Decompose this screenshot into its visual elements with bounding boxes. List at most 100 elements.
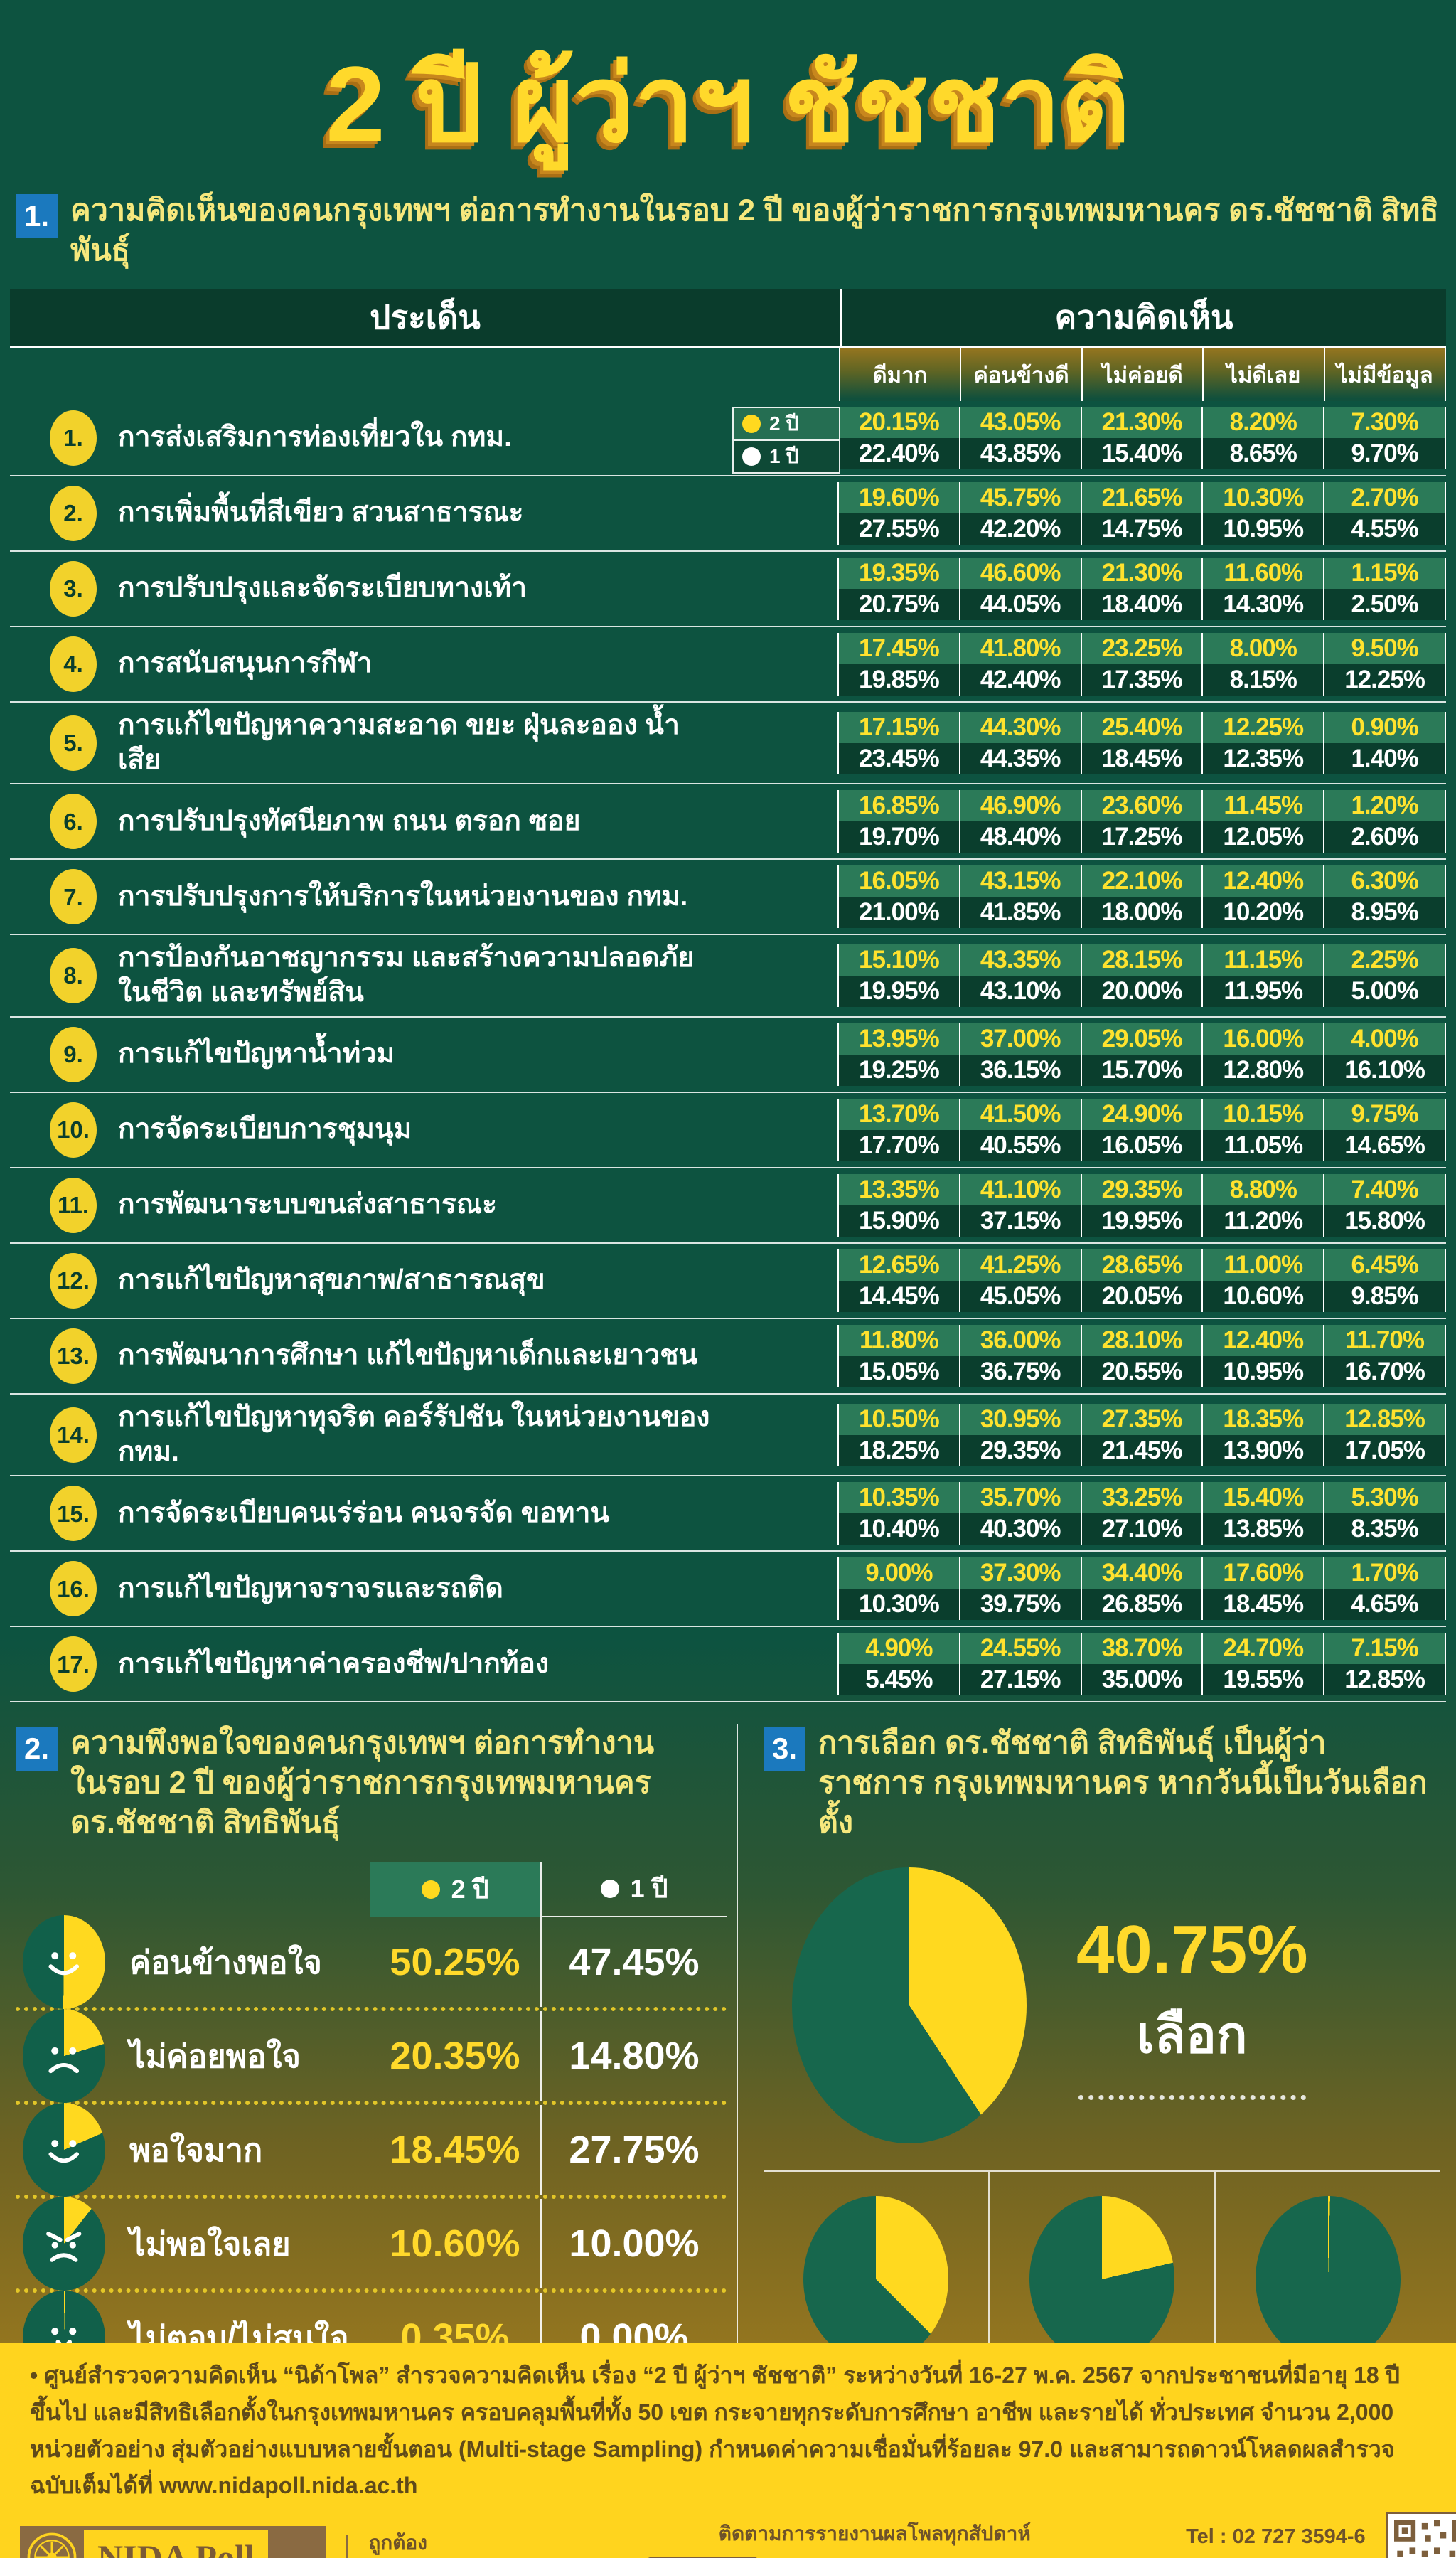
value-cell-2yr: 28.10% <box>1080 1324 1202 1356</box>
row-values: 10.35% 35.70% 33.25% 15.40% 5.30% 10.40% 40.30… <box>837 1482 1446 1545</box>
section3-heading: การเลือก ดร.ชัชชาติ สิทธิพันธุ์ เป็นผู้ว… <box>818 1726 1428 1840</box>
value-cell-2yr: 11.60% <box>1201 557 1323 589</box>
value-cell-2yr: 43.35% <box>958 944 1081 976</box>
row-values-1yr: 10.40% 40.30% 27.10% 13.85% 8.35% <box>839 1513 1445 1545</box>
value-cell-2yr: 9.75% <box>1323 1098 1445 1130</box>
row-values-2yr: 20.15% 43.05% 21.30% 8.20% 7.30% <box>839 406 1445 438</box>
value-cell-1yr: 18.25% <box>859 1436 940 1464</box>
value-cell-1yr: 36.15% <box>958 1054 1081 1086</box>
value-cell-2yr: 17.45% <box>859 634 940 662</box>
row-values-2yr: 19.60% 45.75% 21.65% 10.30% 2.70% <box>839 481 1445 513</box>
row-topic-label: การจัดระเบียบการชุมนุม <box>118 1114 412 1145</box>
row-values: 13.70% 41.50% 24.90% 10.15% 9.75% 17.70% 40.55… <box>837 1098 1446 1161</box>
row-values-1yr: 27.55% 42.20% 14.75% 10.95% 4.55% <box>839 513 1445 545</box>
row-values-2yr: 13.35% 41.10% 29.35% 8.80% 7.40% <box>839 1173 1445 1205</box>
row-topic-label: การปรับปรุงและจัดระเบียบทางเท้า <box>118 572 528 604</box>
row-topic: 1. การส่งเสริมการท่องเที่ยวใน กทม. <box>10 410 837 466</box>
value-cell-1yr: 10.20% <box>1201 897 1323 929</box>
value-cell-2yr: 11.70% <box>1323 1324 1445 1356</box>
value-cell-2yr: 12.85% <box>1323 1403 1445 1435</box>
value-cell-2yr: 7.15% <box>1323 1633 1445 1665</box>
row-topic-label: การส่งเสริมการท่องเที่ยวใน กทม. <box>118 422 512 453</box>
value-cell-1yr: 8.15% <box>1201 664 1323 696</box>
follow-heading: ติดตามการรายงานผลโพลทุกสัปดาห์ <box>718 2522 1031 2545</box>
row-topic-label: การแก้ไขปัญหาสุขภาพ/สาธารณสุข <box>118 1264 545 1296</box>
legend-1yr: 1 ปี <box>732 440 840 474</box>
opinion-column-header: ค่อนข้างดี <box>960 348 1081 401</box>
row-topic-label: การเพิ่มพื้นที่สีเขียว สวนสาธารณะ <box>118 497 524 528</box>
row-topic: 7. การปรับปรุงการให้บริการในหน่วยงานของ ก… <box>10 869 837 925</box>
satisfaction-label: ค่อนข้างพอใจ <box>129 1944 322 1981</box>
section3-header: 3. การเลือก ดร.ชัชชาติ สิทธิพันธุ์ เป็นผ… <box>764 1724 1440 1843</box>
value-cell-2yr: 10.50% <box>859 1405 940 1433</box>
value-cell-1yr: 20.00% <box>1080 976 1202 1008</box>
value-cell-1yr: 11.95% <box>1201 976 1323 1008</box>
satisfaction-value-2yr: 20.35% <box>390 2034 520 2077</box>
row-number-badge: 1. <box>50 410 97 466</box>
value-cell-1yr: 14.65% <box>1323 1129 1445 1161</box>
value-cell-1yr: 19.95% <box>1080 1205 1202 1237</box>
value-cell-1yr: 5.00% <box>1323 976 1445 1008</box>
row-values-1yr: 19.95% 43.10% 20.00% 11.95% 5.00% <box>839 976 1445 1008</box>
value-cell-2yr: 23.25% <box>1080 632 1202 664</box>
row-topic-label: การพัฒนาระบบขนส่งสาธารณะ <box>118 1189 498 1220</box>
value-cell-1yr: 22.40% <box>859 439 940 467</box>
value-cell-2yr: 1.70% <box>1323 1557 1445 1589</box>
section2-heading: ความพึงพอใจของคนกรุงเทพฯ ต่อการทำงาน ในร… <box>70 1726 655 1840</box>
row-number-badge: 2. <box>50 485 97 541</box>
row-topic: 17. การแก้ไขปัญหาค่าครองชีพ/ปากท้อง <box>10 1636 837 1693</box>
value-cell-1yr: 18.40% <box>1080 588 1202 620</box>
value-cell-2yr: 21.30% <box>1080 557 1202 589</box>
row-values: 17.45% 41.80% 23.25% 8.00% 9.50% 19.85% 42.40%… <box>837 632 1446 696</box>
value-cell-2yr: 4.90% <box>865 1634 933 1663</box>
footer: • ศูนย์สำรวจความคิดเห็น “นิด้าโพล” สำรวจ… <box>0 2343 1456 2558</box>
table-row: 11. การพัฒนาระบบขนส่งสาธารณะ 13.35% 41.10% 2… <box>10 1166 1446 1242</box>
value-cell-1yr: 2.50% <box>1323 588 1445 620</box>
row-topic: 9. การแก้ไขปัญหาน้ำท่วม <box>10 1026 837 1082</box>
small-pie-chart <box>803 2195 948 2362</box>
logo-box: NIDA Poll <box>20 2526 327 2558</box>
value-cell-2yr: 45.75% <box>958 481 1081 513</box>
value-cell-2yr: 10.35% <box>859 1483 940 1512</box>
value-cell-2yr: 37.30% <box>958 1557 1081 1589</box>
value-cell-1yr: 36.75% <box>958 1355 1081 1387</box>
value-cell-2yr: 8.00% <box>1201 632 1323 664</box>
table-row: 14. การแก้ไขปัญหาทุจริต คอร์รัปชัน ในหน่ว… <box>10 1392 1446 1476</box>
website-url[interactable]: www.nidapoll.nida.ac.th <box>1131 2555 1365 2558</box>
value-cell-1yr: 8.95% <box>1323 897 1445 929</box>
subheader-cells: ดีมาก ค่อนข้างดี ไม่ค่อยดี ไม่ดีเลย ไม่มีข้อ… <box>838 348 1446 401</box>
value-cell-2yr: 27.35% <box>1080 1403 1202 1435</box>
table-row: 10. การจัดระเบียบการชุมนุม 13.70% 41.50% 24.… <box>10 1091 1446 1167</box>
value-cell-2yr: 25.40% <box>1080 711 1202 743</box>
value-cell-2yr: 35.70% <box>958 1482 1081 1514</box>
value-cell-2yr: 28.15% <box>1080 944 1202 976</box>
value-cell-1yr: 9.85% <box>1323 1280 1445 1312</box>
legend-2yr-dot-icon <box>742 414 761 433</box>
row-values-1yr: 15.05% 36.75% 20.55% 10.95% 16.70% <box>839 1355 1445 1387</box>
value-cell-2yr: 38.70% <box>1080 1633 1202 1665</box>
value-cell-2yr: 29.05% <box>1080 1023 1202 1055</box>
value-cell-2yr: 24.70% <box>1201 1633 1323 1665</box>
phone-number: Tel : 02 727 3594-6 <box>1186 2525 1366 2549</box>
value-cell-2yr: 6.30% <box>1323 865 1445 897</box>
slogan-lines: ถูกต้องเที่ยงตรงด้วยคุณภาพตามหลักวิชาการ <box>368 2527 618 2558</box>
value-cell-2yr: 41.80% <box>958 632 1081 664</box>
satisfaction-row: ไม่พอใจเลย 10.60% 10.00% <box>16 2196 727 2293</box>
satisfaction-value-2yr: 50.25% <box>390 1940 520 1983</box>
value-cell-2yr: 5.30% <box>1323 1482 1445 1514</box>
value-cell-1yr: 27.55% <box>859 514 940 543</box>
value-cell-2yr: 4.00% <box>1323 1023 1445 1055</box>
value-cell-1yr: 2.60% <box>1323 821 1445 853</box>
row-number-badge: 12. <box>50 1252 97 1309</box>
row-values: 13.35% 41.10% 29.35% 8.80% 7.40% 15.90% 37.15%… <box>837 1173 1446 1237</box>
row-values: 16.85% 46.90% 23.60% 11.45% 1.20% 19.70% 48.40… <box>837 790 1446 853</box>
dashed-divider <box>1078 2094 1306 2100</box>
value-cell-1yr: 14.30% <box>1201 588 1323 620</box>
row-topic: 3. การปรับปรุงและจัดระเบียบทางเท้า <box>10 560 837 617</box>
value-cell-1yr: 43.85% <box>958 437 1081 469</box>
value-cell-2yr: 12.40% <box>1201 865 1323 897</box>
satisfaction-row: ไม่ค่อยพอใจ 20.35% 14.80% <box>16 2008 727 2105</box>
follow-block: ติดตามการรายงานผลโพลทุกสัปดาห์ Follow Us… <box>638 2518 1111 2558</box>
value-cell-1yr: 20.55% <box>1080 1355 1202 1387</box>
value-cell-2yr: 16.85% <box>859 792 940 820</box>
